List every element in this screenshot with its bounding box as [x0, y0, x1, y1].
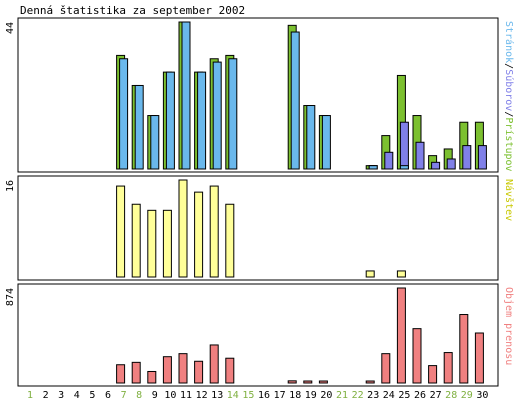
- bar-visits-day-8: [131, 203, 141, 278]
- day-label-30: 30: [476, 390, 488, 401]
- bar-files-day-26: [415, 141, 425, 170]
- day-label-10: 10: [164, 390, 176, 401]
- day-label-21: 21: [336, 390, 348, 401]
- bar-pages-day-11: [181, 21, 191, 170]
- day-label-7: 7: [121, 390, 127, 401]
- max-value-label-visits: 16: [5, 180, 16, 192]
- bar-visits-day-25: [396, 270, 406, 278]
- bar-pages-day-13: [212, 61, 222, 170]
- bar-pages-day-12: [197, 71, 207, 170]
- bar-pages-day-19: [306, 105, 316, 170]
- day-label-29: 29: [461, 390, 473, 401]
- max-value-label-traffic: 44: [5, 22, 16, 34]
- bar-bytes-day-7: [116, 364, 126, 384]
- bar-bytes-day-24: [381, 353, 391, 384]
- panel-frame-visits: [17, 175, 499, 281]
- bar-visits-day-9: [147, 209, 157, 278]
- bar-bytes-day-26: [412, 328, 422, 384]
- bar-visits-day-10: [162, 209, 172, 278]
- day-label-13: 13: [211, 390, 223, 401]
- bar-bytes-day-28: [443, 352, 453, 384]
- bar-bytes-day-13: [209, 344, 219, 384]
- panel-frame-bytes: [17, 283, 499, 387]
- axis-legend-visits: Návštev: [503, 179, 515, 221]
- bar-bytes-day-30: [474, 332, 484, 384]
- bar-pages-day-10: [165, 71, 175, 170]
- day-label-20: 20: [320, 390, 332, 401]
- bar-bytes-day-25: [396, 287, 406, 384]
- bar-pages-day-18: [290, 31, 300, 170]
- bar-pages-day-7: [119, 58, 129, 170]
- bar-bytes-day-14: [225, 357, 235, 384]
- bar-files-day-29: [462, 145, 472, 170]
- day-label-27: 27: [430, 390, 442, 401]
- max-value-label-bytes: 874: [5, 288, 16, 306]
- bar-bytes-day-19: [303, 380, 313, 384]
- bar-visits-day-13: [209, 185, 219, 278]
- day-label-19: 19: [305, 390, 317, 401]
- day-label-8: 8: [136, 390, 142, 401]
- bar-pages-day-23: [368, 165, 378, 170]
- bar-pages-day-14: [228, 58, 238, 170]
- day-label-6: 6: [105, 390, 111, 401]
- day-label-17: 17: [274, 390, 286, 401]
- day-label-23: 23: [367, 390, 379, 401]
- chart-title: Denná štatistika za september 2002: [20, 4, 245, 17]
- bar-bytes-day-8: [131, 361, 141, 384]
- day-label-2: 2: [43, 390, 49, 401]
- bar-bytes-day-9: [147, 370, 157, 384]
- bar-files-day-24: [384, 151, 394, 170]
- axis-legend-part-traffic-3: /: [503, 111, 514, 117]
- day-label-4: 4: [74, 390, 80, 401]
- bar-files-day-27: [431, 161, 441, 170]
- day-label-1: 1: [27, 390, 33, 401]
- bar-visits-day-23: [365, 270, 375, 278]
- day-label-14: 14: [227, 390, 239, 401]
- day-label-11: 11: [180, 390, 192, 401]
- axis-legend-part-traffic-1: /: [503, 63, 514, 69]
- day-label-28: 28: [445, 390, 457, 401]
- bar-visits-day-12: [194, 191, 204, 278]
- bar-bytes-day-18: [287, 380, 297, 384]
- day-label-18: 18: [289, 390, 301, 401]
- bar-pages-day-20: [321, 115, 331, 170]
- axis-legend-part-visits-0: Návštev: [503, 179, 515, 221]
- day-label-22: 22: [352, 390, 364, 401]
- panel-frame-traffic: [17, 17, 499, 173]
- bar-pages-day-8: [134, 84, 144, 170]
- day-label-9: 9: [152, 390, 158, 401]
- axis-legend-part-traffic-4: Prístupov: [503, 117, 515, 171]
- day-label-26: 26: [414, 390, 426, 401]
- bar-visits-day-14: [225, 203, 235, 278]
- bar-bytes-day-12: [194, 360, 204, 384]
- bar-files-day-30: [477, 145, 487, 170]
- bar-pages-day-9: [150, 115, 160, 170]
- axis-legend-traffic: Stránok/Súborov/Prístupov: [503, 21, 515, 172]
- bar-bytes-day-29: [459, 314, 469, 384]
- bar-visits-day-7: [116, 185, 126, 278]
- axis-legend-part-bytes-0: Objem prenosu: [503, 287, 514, 365]
- bar-bytes-day-27: [428, 365, 438, 384]
- bar-visits-day-11: [178, 179, 188, 278]
- axis-legend-bytes: Objem prenosu: [503, 287, 514, 365]
- day-label-5: 5: [89, 390, 95, 401]
- bar-bytes-day-20: [318, 380, 328, 384]
- bar-bytes-day-10: [162, 356, 172, 384]
- bar-bytes-day-11: [178, 353, 188, 384]
- day-label-24: 24: [383, 390, 395, 401]
- bar-pages-day-25: [399, 165, 409, 170]
- bar-bytes-day-23: [365, 380, 375, 384]
- bar-files-day-25: [399, 121, 409, 170]
- axis-legend-part-traffic-2: Súborov: [503, 69, 515, 111]
- bar-files-day-28: [446, 158, 456, 170]
- day-label-16: 16: [258, 390, 270, 401]
- axis-legend-part-traffic-0: Stránok: [503, 21, 515, 63]
- day-label-15: 15: [242, 390, 254, 401]
- day-label-12: 12: [196, 390, 208, 401]
- day-label-25: 25: [398, 390, 410, 401]
- day-label-3: 3: [58, 390, 64, 401]
